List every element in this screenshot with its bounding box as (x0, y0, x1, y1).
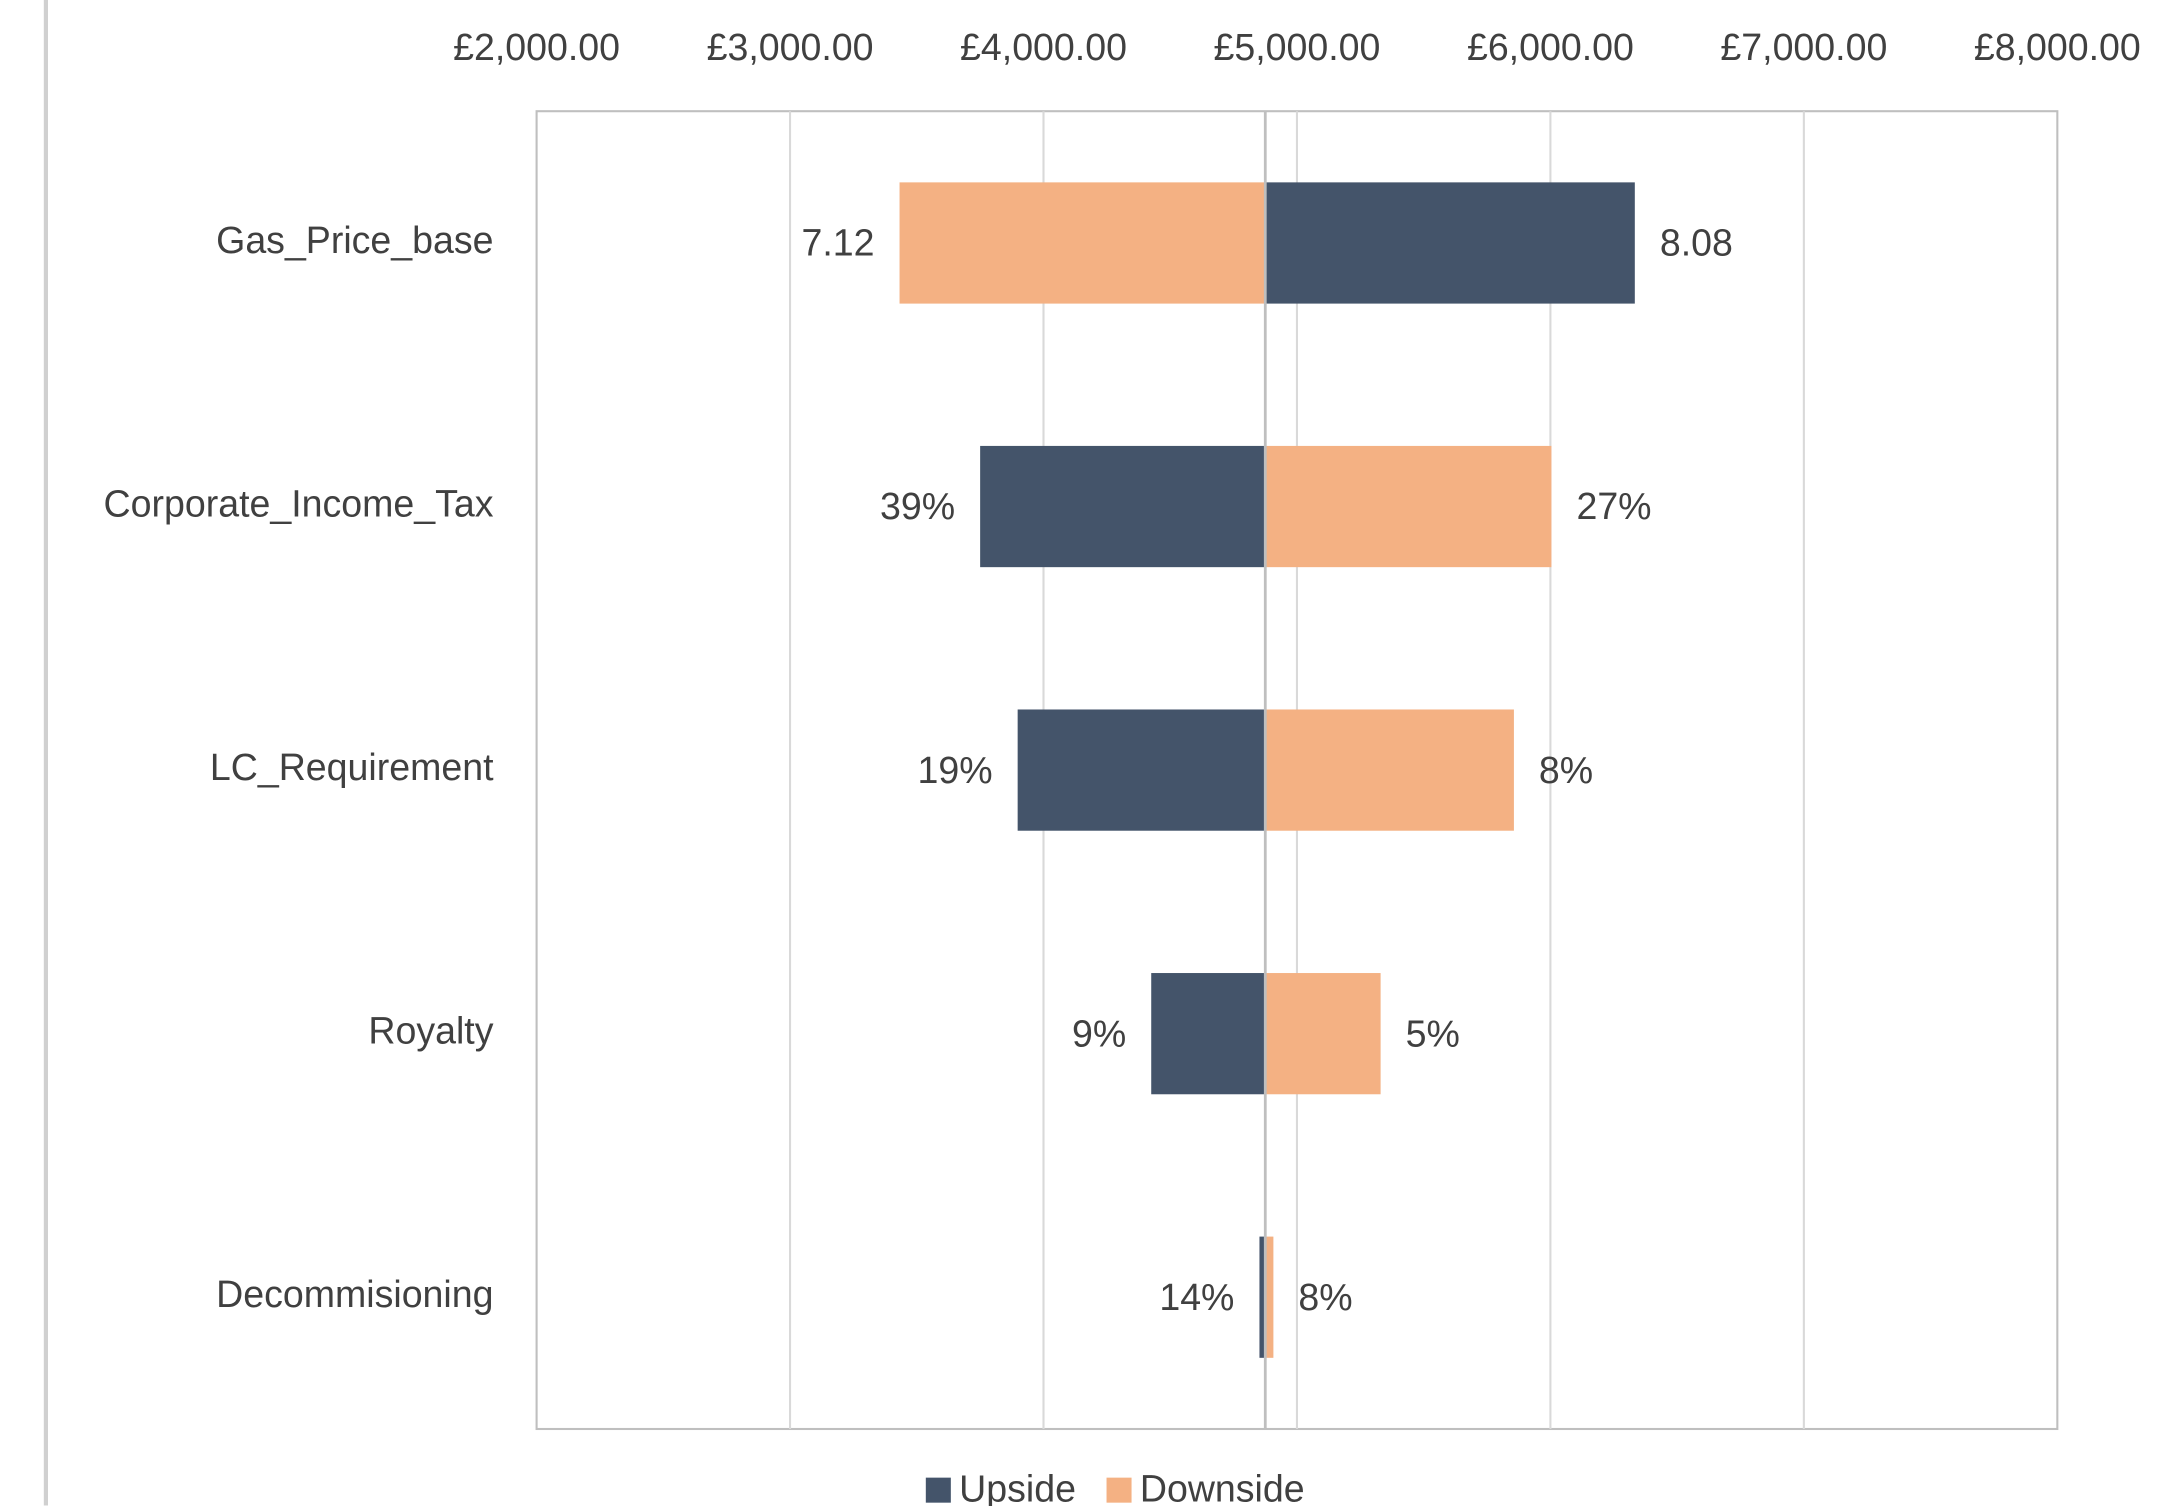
data-label: 5% (1406, 1012, 1460, 1054)
x-tick-label: £8,000.00 (1974, 26, 2141, 68)
data-label: 14% (1159, 1276, 1234, 1318)
bar (1151, 973, 1266, 1095)
data-label: 7.12 (801, 222, 874, 264)
x-tick-label: £3,000.00 (707, 26, 874, 68)
x-tick-label: £4,000.00 (960, 26, 1127, 68)
bar (1265, 1236, 1274, 1358)
bar (1265, 182, 1635, 304)
data-label: 9% (1072, 1012, 1126, 1054)
data-label: 8% (1298, 1276, 1352, 1318)
data-label: 39% (880, 485, 955, 527)
category-label: Royalty (368, 1010, 493, 1052)
category-label: Corporate_Income_Tax (104, 482, 494, 524)
legend-swatch (1106, 1477, 1132, 1503)
data-label: 8.08 (1660, 222, 1733, 264)
x-tick-label: £7,000.00 (1720, 26, 1887, 68)
legend-swatch (925, 1477, 951, 1503)
data-label: 19% (918, 749, 993, 791)
bar (1017, 709, 1266, 831)
bar (1265, 709, 1514, 831)
data-label: 8% (1539, 749, 1593, 791)
legend-label: Downside (1140, 1467, 1305, 1506)
x-tick-label: £5,000.00 (1214, 26, 1381, 68)
category-label: LC_Requirement (210, 746, 494, 788)
data-label: 27% (1576, 485, 1651, 527)
bar (980, 445, 1266, 568)
bar (899, 182, 1266, 304)
bar (1265, 973, 1381, 1095)
category-label: Gas_Price_base (216, 219, 493, 261)
bar (1259, 1236, 1266, 1358)
bar (1265, 445, 1552, 568)
legend-label: Upside (959, 1467, 1076, 1506)
category-label: Decommisioning (216, 1273, 493, 1315)
x-tick-label: £2,000.00 (453, 26, 620, 68)
x-tick-label: £6,000.00 (1467, 26, 1634, 68)
